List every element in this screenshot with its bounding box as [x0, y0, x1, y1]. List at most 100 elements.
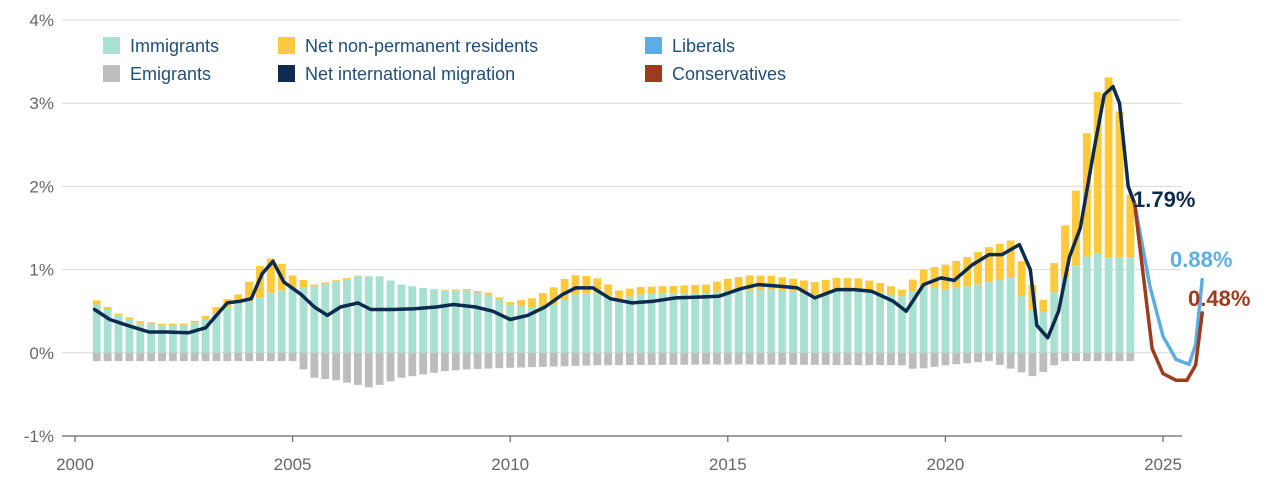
bar-immigrants — [746, 290, 754, 352]
end-label: 0.88% — [1170, 247, 1232, 272]
bar-emigrants — [669, 353, 677, 365]
bar-net-non-permanent-residents — [300, 280, 308, 287]
bar-immigrants — [169, 325, 177, 352]
bar-net-non-permanent-residents — [158, 324, 166, 326]
bar-emigrants — [1116, 353, 1124, 361]
bar-net-non-permanent-residents — [115, 314, 123, 316]
bar-immigrants — [1116, 257, 1124, 353]
bar-immigrants — [550, 305, 558, 353]
bar-emigrants — [767, 353, 775, 365]
bar-immigrants — [582, 294, 590, 353]
bar-immigrants — [735, 290, 743, 352]
bar-net-non-permanent-residents — [1050, 263, 1058, 292]
legend: Immigrants Net non-permanent residents Lib… — [103, 36, 786, 84]
bar-net-non-permanent-residents — [517, 300, 525, 306]
bar-net-non-permanent-residents — [996, 244, 1004, 280]
bar-immigrants — [419, 288, 427, 353]
bar-net-non-permanent-residents — [724, 279, 732, 291]
bar-immigrants — [604, 296, 612, 353]
bar-emigrants — [680, 353, 688, 365]
bar-emigrants — [561, 353, 569, 366]
bars-layer — [93, 77, 1134, 387]
bar-emigrants — [408, 353, 416, 376]
y-tick-label: 0% — [29, 344, 54, 363]
bar-net-non-permanent-residents — [691, 285, 699, 293]
bar-immigrants — [1083, 257, 1091, 353]
bar-immigrants — [561, 300, 569, 353]
bar-immigrants — [669, 293, 677, 353]
bar-emigrants — [376, 353, 384, 385]
bar-immigrants — [376, 276, 384, 353]
legend-label: Net non-permanent residents — [305, 36, 538, 56]
bar-emigrants — [136, 353, 144, 361]
bar-emigrants — [506, 353, 514, 368]
bar-immigrants — [1007, 278, 1015, 353]
bar-emigrants — [310, 353, 318, 378]
bar-immigrants — [365, 276, 373, 353]
bar-emigrants — [419, 353, 427, 375]
bar-emigrants — [985, 353, 993, 361]
bar-immigrants — [1126, 257, 1134, 353]
bar-net-non-permanent-residents — [974, 252, 982, 284]
bar-emigrants — [267, 353, 275, 361]
bar-emigrants — [659, 353, 667, 365]
bar-net-non-permanent-residents — [495, 297, 503, 299]
bar-emigrants — [757, 353, 765, 365]
bar-immigrants — [778, 290, 786, 352]
bar-emigrants — [158, 353, 166, 361]
bar-emigrants — [202, 353, 210, 361]
bar-emigrants — [691, 353, 699, 365]
bar-immigrants — [278, 290, 286, 352]
bar-emigrants — [387, 353, 395, 382]
bar-immigrants — [626, 297, 634, 353]
bar-emigrants — [724, 353, 732, 365]
bar-immigrants — [800, 293, 808, 353]
bar-emigrants — [169, 353, 177, 361]
bar-emigrants — [213, 353, 221, 361]
bar-emigrants — [604, 353, 612, 365]
bar-emigrants — [104, 353, 112, 361]
bar-emigrants — [963, 353, 971, 363]
bar-net-non-permanent-residents — [582, 276, 590, 294]
bar-immigrants — [474, 292, 482, 352]
bar-immigrants — [310, 286, 318, 353]
bar-emigrants — [1072, 353, 1080, 361]
bar-emigrants — [223, 353, 231, 361]
bar-emigrants — [952, 353, 960, 364]
bar-net-non-permanent-residents — [539, 293, 547, 306]
bar-immigrants — [1072, 265, 1080, 352]
bar-emigrants — [865, 353, 873, 365]
bar-immigrants — [485, 295, 493, 353]
bar-immigrants — [452, 290, 460, 352]
bar-immigrants — [321, 284, 329, 353]
bar-net-non-permanent-residents — [202, 316, 210, 320]
bar-immigrants — [615, 299, 623, 353]
bar-immigrants — [387, 280, 395, 352]
bar-emigrants — [1126, 353, 1134, 361]
bar-emigrants — [898, 353, 906, 365]
bar-immigrants — [593, 293, 601, 353]
bar-emigrants — [452, 353, 460, 370]
bar-emigrants — [191, 353, 199, 361]
bar-emigrants — [844, 353, 852, 365]
bar-emigrants — [430, 353, 438, 373]
x-tick-label: 2005 — [274, 455, 312, 474]
x-axis: 2000 2005 2010 2015 2020 2025 — [56, 436, 1182, 474]
bar-immigrants — [191, 322, 199, 352]
bar-net-non-permanent-residents — [854, 278, 862, 289]
bar-immigrants — [985, 282, 993, 353]
bar-emigrants — [931, 353, 939, 367]
bar-net-non-permanent-residents — [528, 298, 536, 307]
bar-net-non-permanent-residents — [485, 293, 493, 295]
bar-net-non-permanent-residents — [125, 317, 133, 319]
bar-net-non-permanent-residents — [1039, 300, 1047, 312]
y-tick-label: -1% — [24, 427, 54, 446]
bar-emigrants — [245, 353, 253, 361]
migration-chart: 4%3%2%1%0%-1% 2000 2005 2010 2015 2020 2025 1… — [0, 0, 1280, 477]
legend-label: Conservatives — [672, 64, 786, 84]
bar-immigrants — [920, 286, 928, 353]
bar-net-non-permanent-residents — [985, 247, 993, 282]
bar-emigrants — [93, 353, 101, 361]
bar-emigrants — [822, 353, 830, 365]
legend-swatch — [645, 37, 662, 54]
